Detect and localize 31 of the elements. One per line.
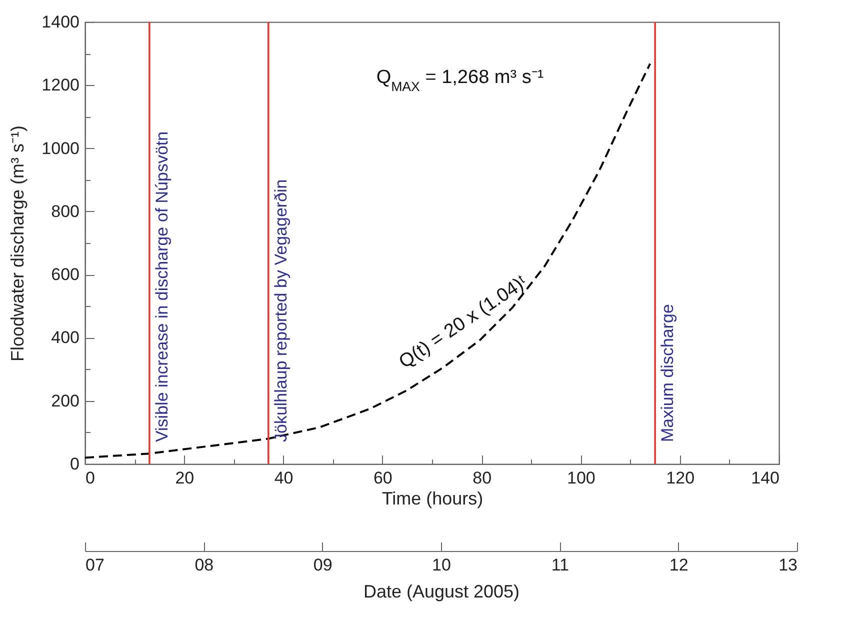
x2-tick-label: 08 — [194, 556, 214, 574]
x-tick-label: 20 — [175, 468, 194, 488]
x2-tick-label: 13 — [778, 556, 798, 574]
x-tick-label: 0 — [86, 468, 95, 488]
x-axis-title: Time (hours) — [382, 488, 484, 508]
x-tick-label: 100 — [567, 468, 596, 488]
x2-tick-label: 10 — [432, 556, 451, 574]
y-tick-label: 400 — [51, 328, 80, 348]
x-tick-label: 140 — [751, 468, 780, 488]
x2-axis-title: Date (August 2005) — [363, 582, 520, 602]
y-axis-title: Floodwater discharge (m³ s⁻¹) — [8, 125, 28, 362]
x2-tick-label: 07 — [86, 556, 104, 574]
ref-line-label: Visible increase in discharge of Núpsvötn — [152, 131, 172, 442]
ref-line-label: Maxium discharge — [658, 304, 678, 442]
x-tick-label: 120 — [666, 468, 695, 488]
annotation: Q$_{MAX}$ = 1,268 m³ s⁻¹ — [376, 67, 544, 94]
x-tick-label: 80 — [472, 468, 492, 488]
line-series — [84, 62, 652, 459]
x2-tick-label: 12 — [669, 556, 688, 574]
y-tick-label: 600 — [51, 265, 80, 284]
ref-line-label: Jökulhlaup reported by Vegagerðin — [271, 179, 290, 442]
y-tick-label: 1400 — [42, 12, 80, 32]
y-tick-label: 1000 — [42, 138, 80, 158]
y-tick-label: 800 — [51, 202, 80, 221]
x-tick-label: 40 — [274, 468, 294, 488]
y-tick-label: 1200 — [42, 76, 80, 95]
x2-tick-label: 11 — [551, 556, 569, 574]
y-tick-label: 200 — [51, 391, 80, 410]
x2-tick-label: 09 — [313, 556, 332, 574]
y-tick-label: 0 — [70, 454, 80, 474]
x-tick-label: 60 — [373, 468, 392, 488]
